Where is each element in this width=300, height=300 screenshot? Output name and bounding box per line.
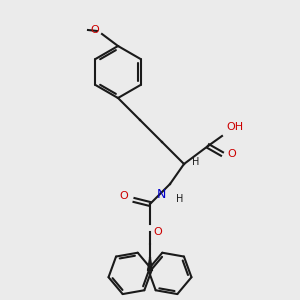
Text: O: O [227,149,236,159]
Text: O: O [153,227,162,237]
Text: OH: OH [226,122,243,132]
Text: N: N [157,188,166,201]
Text: H: H [176,194,183,204]
Text: O: O [90,25,99,35]
Text: H: H [192,157,200,167]
Text: O: O [119,191,128,201]
